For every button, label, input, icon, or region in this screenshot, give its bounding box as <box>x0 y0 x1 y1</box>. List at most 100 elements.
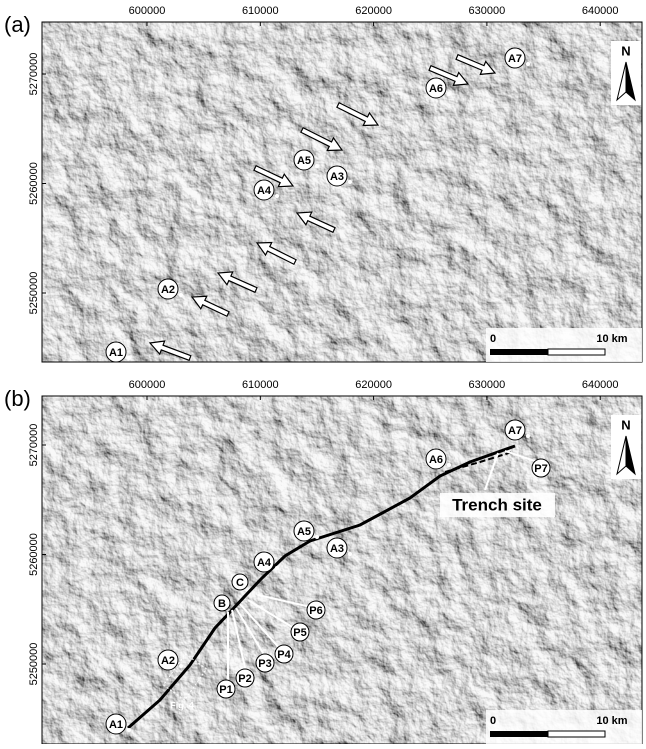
scale-end: 10 km <box>596 715 627 727</box>
north-arrow <box>625 435 636 476</box>
site-marker <box>253 551 275 573</box>
arrow <box>336 101 380 127</box>
site-marker <box>504 419 526 441</box>
site-star <box>447 463 451 467</box>
y-tick-label: 5260000 <box>28 162 40 205</box>
site-label: A2 <box>161 284 175 296</box>
arrow <box>300 126 344 152</box>
x-tick-label: 610000 <box>242 5 279 17</box>
site-label: P5 <box>293 627 306 639</box>
site-label: A1 <box>109 719 123 731</box>
site-label: P1 <box>219 684 232 696</box>
site-label: A4 <box>257 557 272 569</box>
site-marker <box>157 278 179 300</box>
site-star <box>526 62 530 66</box>
scale-box <box>486 328 642 362</box>
pointer <box>484 452 499 491</box>
site-marker <box>253 179 275 201</box>
site-star <box>526 434 530 438</box>
site-marker <box>274 644 294 664</box>
fig4-box <box>162 653 208 701</box>
pointer <box>235 607 267 659</box>
site-marker <box>293 149 315 171</box>
frame <box>41 21 643 363</box>
site-star <box>315 164 319 168</box>
site-marker <box>293 520 315 542</box>
site-marker <box>105 341 127 363</box>
site-label: A5 <box>297 155 311 167</box>
north-label: N <box>621 43 630 58</box>
site-label: C <box>236 577 244 589</box>
site-marker <box>231 573 249 591</box>
panel-label: (a) <box>4 12 31 37</box>
hillshade <box>42 22 642 362</box>
north-arrow <box>625 61 636 102</box>
x-tick-label: 630000 <box>469 379 506 391</box>
arrow <box>148 340 192 362</box>
site-star <box>447 92 451 96</box>
site-marker <box>326 165 348 187</box>
scale-white <box>547 348 606 356</box>
site-marker <box>326 537 348 559</box>
y-tick-label: 5270000 <box>28 53 40 96</box>
site-label: P4 <box>277 649 291 661</box>
scale-end: 10 km <box>596 333 627 345</box>
trench-box <box>440 493 555 517</box>
y-tick-label: 5270000 <box>28 424 40 467</box>
arrow <box>190 295 230 318</box>
fig4-label: Fig. 4 <box>170 700 194 710</box>
site-label: A6 <box>429 454 443 466</box>
site-label: A2 <box>161 655 175 667</box>
scale-white <box>547 730 606 738</box>
site-star <box>179 664 183 668</box>
site-star <box>127 356 131 360</box>
x-tick-label: 600000 <box>129 5 166 17</box>
scale-black <box>490 731 548 737</box>
north-label: N <box>621 417 630 432</box>
site-marker <box>425 77 447 99</box>
pointer <box>504 450 539 463</box>
x-tick-label: 610000 <box>242 379 279 391</box>
site-marker <box>425 448 447 470</box>
pointer <box>257 594 316 609</box>
site-marker <box>157 649 179 671</box>
site-star <box>348 552 352 556</box>
arrow <box>216 271 258 294</box>
arrow <box>255 241 297 266</box>
site-star <box>275 566 279 570</box>
scale-black <box>490 349 548 355</box>
panel-label: (b) <box>4 386 31 411</box>
pointer <box>239 603 283 652</box>
arrow <box>428 64 470 87</box>
site-label: A3 <box>330 543 344 555</box>
trench-label: Trench site <box>452 495 542 514</box>
site-star <box>348 180 352 184</box>
site-label: A4 <box>257 185 272 197</box>
site-marker <box>255 653 275 673</box>
site-marker <box>504 47 526 69</box>
fault-trace-dashed <box>444 451 513 473</box>
site-marker <box>213 594 231 612</box>
hillshade <box>42 396 642 744</box>
fault-trace <box>127 444 516 730</box>
site-label: A5 <box>297 526 311 538</box>
scale-box <box>486 710 642 744</box>
site-marker <box>105 713 127 735</box>
site-label: A3 <box>330 171 344 183</box>
site-star <box>315 535 319 539</box>
x-tick-label: 620000 <box>355 379 392 391</box>
site-star <box>127 728 131 732</box>
pointer <box>247 599 298 631</box>
y-tick-label: 5250000 <box>28 272 40 315</box>
arrow <box>253 164 295 188</box>
site-label: P7 <box>534 463 547 475</box>
site-star <box>179 293 183 297</box>
site-label: P3 <box>258 658 271 670</box>
x-tick-label: 640000 <box>582 5 619 17</box>
site-label: A1 <box>109 347 123 359</box>
site-marker <box>216 679 236 699</box>
site-label: B <box>218 598 226 610</box>
arrow <box>295 211 336 234</box>
site-marker <box>235 668 255 688</box>
